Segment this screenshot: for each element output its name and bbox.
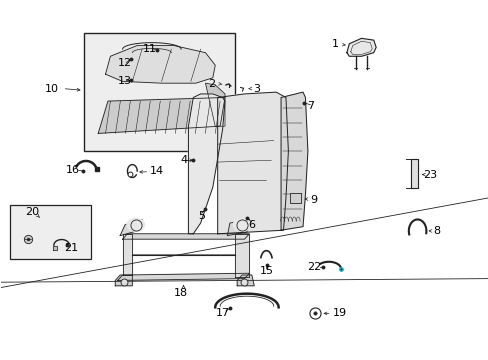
Polygon shape xyxy=(410,159,417,188)
Text: 16: 16 xyxy=(66,165,80,175)
Polygon shape xyxy=(227,220,249,235)
Bar xyxy=(10,205,91,259)
Text: 20: 20 xyxy=(25,207,40,217)
Text: 5: 5 xyxy=(198,211,205,221)
Text: 22: 22 xyxy=(306,262,321,272)
Text: 15: 15 xyxy=(259,266,273,276)
Polygon shape xyxy=(120,220,142,235)
Polygon shape xyxy=(237,275,254,286)
Circle shape xyxy=(127,219,144,231)
Polygon shape xyxy=(115,275,132,286)
Circle shape xyxy=(233,219,250,231)
Text: 2: 2 xyxy=(208,79,215,89)
Bar xyxy=(83,33,234,151)
Text: 10: 10 xyxy=(45,84,59,94)
Text: 7: 7 xyxy=(306,102,313,112)
Text: 8: 8 xyxy=(433,226,440,236)
Text: 3: 3 xyxy=(253,84,260,94)
Text: 14: 14 xyxy=(149,166,163,176)
Polygon shape xyxy=(234,234,249,277)
Text: 19: 19 xyxy=(332,309,346,318)
Polygon shape xyxy=(118,273,249,280)
Polygon shape xyxy=(205,83,224,126)
Polygon shape xyxy=(53,246,57,250)
Polygon shape xyxy=(105,45,215,83)
Text: 23: 23 xyxy=(422,170,436,180)
Text: 4: 4 xyxy=(180,155,187,165)
Polygon shape xyxy=(346,39,375,56)
Text: 6: 6 xyxy=(248,220,255,230)
Text: 12: 12 xyxy=(118,58,132,68)
Text: 18: 18 xyxy=(174,288,188,298)
Polygon shape xyxy=(217,92,288,234)
Polygon shape xyxy=(281,92,307,230)
Bar xyxy=(289,193,300,203)
Polygon shape xyxy=(122,234,249,239)
Text: 13: 13 xyxy=(118,76,132,86)
Text: 9: 9 xyxy=(309,195,317,205)
Text: 11: 11 xyxy=(142,44,156,54)
Polygon shape xyxy=(98,98,224,134)
Text: 21: 21 xyxy=(64,243,78,253)
Polygon shape xyxy=(122,234,132,275)
Text: 1: 1 xyxy=(331,39,338,49)
Polygon shape xyxy=(188,94,224,234)
Text: 17: 17 xyxy=(215,309,229,318)
